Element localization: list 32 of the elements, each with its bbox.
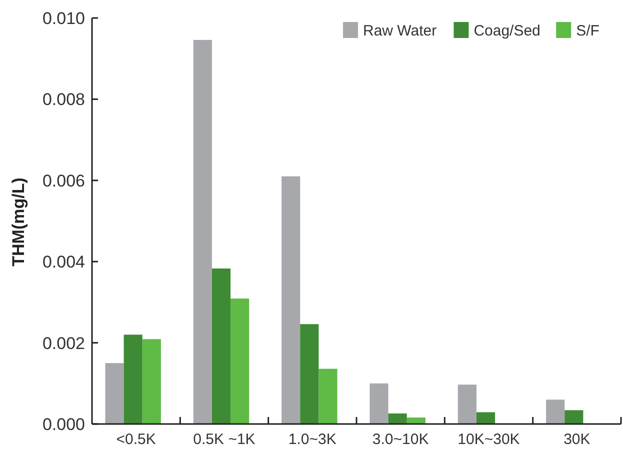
bar bbox=[406, 418, 426, 424]
bar bbox=[388, 413, 407, 424]
bar bbox=[476, 412, 496, 424]
bar bbox=[105, 363, 124, 424]
bar bbox=[230, 298, 250, 424]
x-tick-label: 0.5K ~1K bbox=[193, 431, 256, 448]
bar bbox=[142, 339, 161, 424]
bar bbox=[370, 383, 388, 424]
bar bbox=[564, 410, 584, 424]
y-tick-label: 0.002 bbox=[42, 334, 85, 353]
x-tick-label: 1.0~3K bbox=[288, 431, 336, 448]
x-tick-label: 30K bbox=[564, 431, 590, 448]
bar bbox=[318, 368, 338, 424]
x-tick-label: 10K~30K bbox=[458, 431, 520, 448]
y-tick-label: 0.006 bbox=[42, 171, 85, 190]
x-tick-label: 3.0~10K bbox=[372, 431, 429, 448]
y-tick-label: 0.008 bbox=[42, 90, 85, 110]
legend-label: Raw Water bbox=[363, 22, 437, 40]
y-axis-title: THM(mg/L) bbox=[9, 178, 28, 266]
legend-label: S/F bbox=[576, 22, 600, 40]
y-tick-label: 0.010 bbox=[42, 8, 85, 28]
bar bbox=[458, 384, 476, 424]
bar bbox=[282, 176, 300, 424]
bar bbox=[300, 324, 319, 424]
y-tick-label: 0.004 bbox=[42, 252, 85, 272]
bar bbox=[546, 400, 565, 424]
y-tick-label: 0.000 bbox=[42, 414, 85, 434]
bar bbox=[124, 334, 142, 424]
legend-label: Coag/Sed bbox=[474, 22, 540, 40]
x-tick-label: <0.5K bbox=[116, 431, 156, 448]
bar bbox=[193, 40, 212, 424]
bar bbox=[212, 268, 231, 424]
